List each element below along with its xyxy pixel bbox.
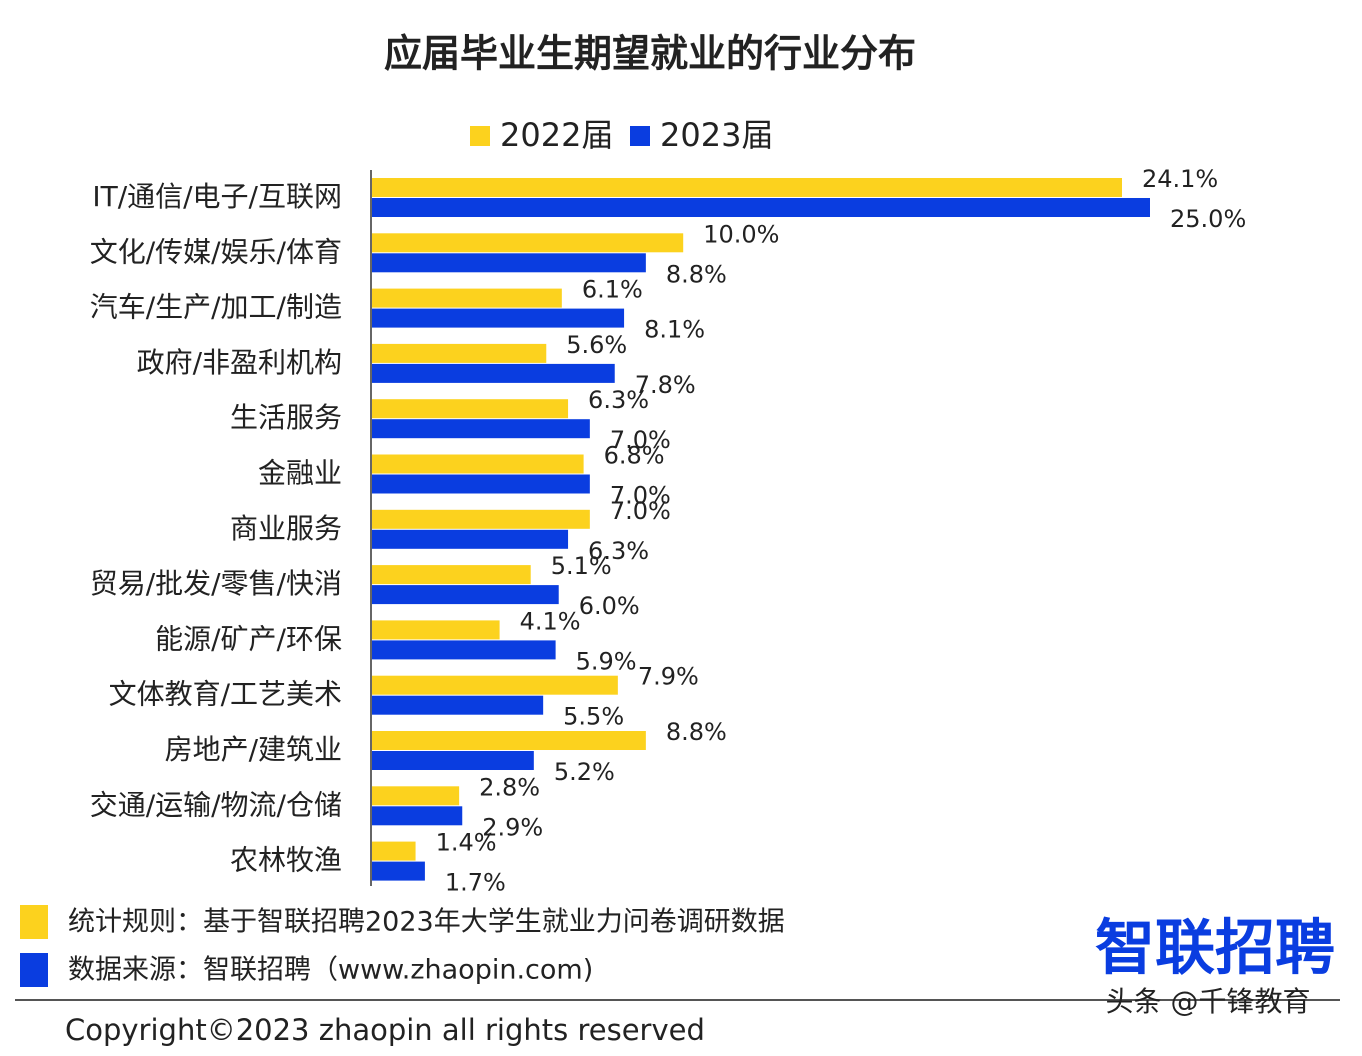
legend-swatch: [630, 126, 650, 146]
legend-label: 2023届: [660, 116, 773, 154]
footnote-marker: [20, 953, 48, 987]
bar: [372, 640, 556, 660]
logo: 智联招聘: [1095, 914, 1335, 984]
data-label: 5.1%: [551, 552, 612, 580]
bar: [372, 399, 569, 419]
data-label: 8.8%: [666, 718, 727, 746]
y-tick-label: IT/通信/电子/互联网: [92, 180, 342, 213]
data-label: 10.0%: [703, 220, 779, 248]
y-tick-label: 生活服务: [230, 401, 342, 434]
data-label: 25.0%: [1170, 205, 1246, 233]
data-label: 7.0%: [610, 497, 671, 525]
y-tick-label: 交通/运输/物流/仓储: [90, 788, 342, 821]
footnote: 数据来源：智联招聘（www.zhaopin.com): [68, 955, 593, 986]
data-label: 5.5%: [563, 703, 624, 731]
bar: [372, 288, 562, 308]
data-label: 7.9%: [638, 663, 699, 691]
bar: [372, 731, 646, 750]
bar: [372, 585, 559, 605]
data-label: 4.1%: [520, 607, 581, 635]
y-tick-label: 能源/矿产/环保: [155, 622, 342, 655]
bar: [372, 178, 1122, 197]
y-tick-label: 汽车/生产/加工/制造: [90, 291, 342, 324]
y-tick-label: 政府/非盈利机构: [137, 346, 342, 379]
data-label: 2.9%: [482, 813, 543, 841]
watermark: 头条 @千锋教育: [1106, 985, 1311, 1018]
bar: [372, 509, 590, 529]
y-tick-label: 贸易/批发/零售/快消: [90, 567, 342, 600]
data-label: 7.0%: [610, 482, 671, 510]
data-label: 1.4%: [436, 829, 497, 857]
data-label: 6.8%: [604, 442, 665, 470]
legend-swatch: [470, 126, 490, 146]
data-label: 8.8%: [666, 260, 727, 288]
bar: [372, 474, 590, 494]
bar: [372, 308, 625, 328]
bar: [372, 806, 463, 826]
bar: [372, 454, 584, 474]
data-label: 7.8%: [635, 371, 696, 399]
data-label: 7.0%: [610, 426, 671, 454]
y-tick-label: 商业服务: [230, 512, 342, 545]
y-tick-label: 文化/传媒/娱乐/体育: [90, 235, 342, 268]
footnote: 统计规则：基于智联招聘2023年大学生就业力问卷调研数据: [68, 907, 785, 938]
data-label: 6.3%: [588, 537, 649, 565]
bar: [372, 620, 500, 640]
bar: [372, 695, 544, 715]
bar: [372, 675, 618, 695]
bar: [372, 841, 416, 861]
bar: [372, 786, 460, 806]
bar: [372, 751, 534, 770]
data-label: 6.0%: [579, 592, 640, 620]
data-label: 2.8%: [479, 773, 540, 801]
y-tick-label: 房地产/建筑业: [165, 733, 342, 766]
bar: [372, 343, 547, 363]
data-label: 5.2%: [554, 758, 615, 786]
y-tick-label: 金融业: [258, 457, 342, 490]
legend-label: 2022届: [500, 116, 613, 154]
data-label: 6.1%: [582, 276, 643, 304]
y-tick-label: 文体教育/工艺美术: [109, 678, 342, 711]
data-label: 5.9%: [576, 647, 637, 675]
footnote-marker: [20, 905, 48, 939]
bar: [372, 565, 531, 585]
copyright: Copyright©2023 zhaopin all rights reserv…: [65, 1013, 705, 1047]
bar: [372, 253, 646, 273]
data-label: 24.1%: [1142, 165, 1218, 193]
chart-title: 应届毕业生期望就业的行业分布: [384, 32, 916, 76]
data-label: 5.6%: [566, 331, 627, 359]
data-label: 8.1%: [644, 316, 705, 344]
data-label: 1.7%: [445, 869, 506, 897]
bar: [372, 363, 615, 383]
bar: [372, 861, 425, 881]
bar: [372, 233, 684, 253]
y-tick-label: 农林牧渔: [230, 844, 342, 877]
data-label: 6.3%: [588, 386, 649, 414]
bar: [372, 198, 1150, 217]
bar: [372, 419, 590, 439]
bar: [372, 529, 569, 549]
